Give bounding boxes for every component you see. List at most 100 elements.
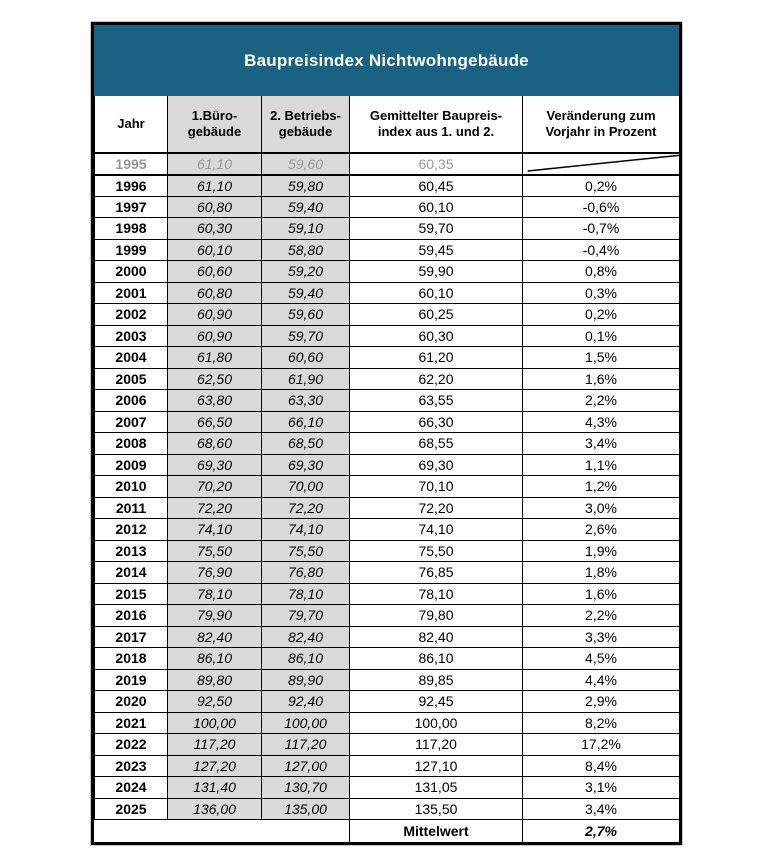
year-cell: 1995 <box>94 152 168 176</box>
column-header-gemittelter-index: Gemittelter Baupreis- index aus 1. und 2… <box>349 96 523 154</box>
betriebs-value-cell: 117,20 <box>261 733 350 756</box>
betriebs-value-cell: 59,60 <box>261 303 350 326</box>
table-row: 2000 60,60 59,20 59,90 0,8% <box>94 260 680 283</box>
index-value-cell: 60,10 <box>349 195 523 218</box>
index-value-cell: 135,50 <box>349 797 523 820</box>
footer-row: Mittelwert 2,7% <box>94 819 680 843</box>
change-value-cell: -0,4% <box>522 238 680 261</box>
change-value-cell <box>522 152 680 176</box>
buero-value-cell: 60,80 <box>167 281 262 304</box>
year-cell: 2022 <box>94 733 168 756</box>
buero-value-cell: 100,00 <box>167 711 262 734</box>
betriebs-value-cell: 61,90 <box>261 367 350 390</box>
buero-value-cell: 66,50 <box>167 410 262 433</box>
buero-value-cell: 75,50 <box>167 539 262 562</box>
year-cell: 1996 <box>94 174 168 197</box>
betriebs-value-cell: 130,70 <box>261 776 350 799</box>
year-cell: 2010 <box>94 475 168 498</box>
year-cell: 2002 <box>94 303 168 326</box>
year-cell: 2000 <box>94 260 168 283</box>
year-cell: 2014 <box>94 561 168 584</box>
buero-value-cell: 127,20 <box>167 754 262 777</box>
table-row: 2021 100,00 100,00 100,00 8,2% <box>94 711 680 734</box>
table-row: 2018 86,10 86,10 86,10 4,5% <box>94 647 680 670</box>
change-value-cell: 0,8% <box>522 260 680 283</box>
change-value-cell: 1,5% <box>522 346 680 369</box>
table-row: 2013 75,50 75,50 75,50 1,9% <box>94 539 680 562</box>
buero-value-cell: 61,10 <box>167 152 262 176</box>
change-value-cell: 2,9% <box>522 690 680 713</box>
table-row: 2009 69,30 69,30 69,30 1,1% <box>94 453 680 476</box>
table-row: 2020 92,50 92,40 92,45 2,9% <box>94 690 680 713</box>
buero-value-cell: 60,90 <box>167 324 262 347</box>
header-line: gebäude <box>187 124 242 139</box>
year-cell: 2023 <box>94 754 168 777</box>
index-value-cell: 78,10 <box>349 582 523 605</box>
table-row: 2023 127,20 127,00 127,10 8,4% <box>94 754 680 777</box>
index-value-cell: 72,20 <box>349 496 523 519</box>
year-cell: 2013 <box>94 539 168 562</box>
change-value-cell: 3,1% <box>522 776 680 799</box>
table-row: 1995 61,10 59,60 60,35 <box>94 152 680 176</box>
buero-value-cell: 136,00 <box>167 797 262 820</box>
year-cell: 2008 <box>94 432 168 455</box>
betriebs-value-cell: 78,10 <box>261 582 350 605</box>
mittelwert-label: Mittelwert <box>349 819 523 843</box>
index-value-cell: 63,55 <box>349 389 523 412</box>
year-cell: 2019 <box>94 668 168 691</box>
header-line: 1.Büro- <box>191 107 238 123</box>
year-cell: 2001 <box>94 281 168 304</box>
buero-value-cell: 60,80 <box>167 195 262 218</box>
index-value-cell: 74,10 <box>349 518 523 541</box>
baupreisindex-table: Baupreisindex Nichtwohngebäude Jahr 1.Bü… <box>91 22 682 845</box>
table-row: 2014 76,90 76,80 76,85 1,8% <box>94 561 680 584</box>
table-row: 1999 60,10 58,80 59,45 -0,4% <box>94 238 680 261</box>
column-header-buerogebaeude: 1.Büro- gebäude <box>167 96 262 154</box>
change-value-cell: 2,2% <box>522 604 680 627</box>
betriebs-value-cell: 59,20 <box>261 260 350 283</box>
table-row: 2012 74,10 74,10 74,10 2,6% <box>94 518 680 541</box>
table-row: 2019 89,80 89,90 89,85 4,4% <box>94 668 680 691</box>
betriebs-value-cell: 59,60 <box>261 152 350 176</box>
year-cell: 2025 <box>94 797 168 820</box>
change-value-cell: 2,2% <box>522 389 680 412</box>
change-value-cell: 0,3% <box>522 281 680 304</box>
change-value-cell: 0,2% <box>522 303 680 326</box>
betriebs-value-cell: 82,40 <box>261 625 350 648</box>
index-value-cell: 92,45 <box>349 690 523 713</box>
betriebs-value-cell: 63,30 <box>261 389 350 412</box>
year-cell: 2009 <box>94 453 168 476</box>
change-value-cell: -0,6% <box>522 195 680 218</box>
buero-value-cell: 60,60 <box>167 260 262 283</box>
index-value-cell: 100,00 <box>349 711 523 734</box>
index-value-cell: 60,30 <box>349 324 523 347</box>
table-row: 1998 60,30 59,10 59,70 -0,7% <box>94 217 680 240</box>
table-row: 2003 60,90 59,70 60,30 0,1% <box>94 324 680 347</box>
year-cell: 2015 <box>94 582 168 605</box>
change-value-cell: 4,5% <box>522 647 680 670</box>
table-row: 2004 61,80 60,60 61,20 1,5% <box>94 346 680 369</box>
year-cell: 2012 <box>94 518 168 541</box>
index-value-cell: 82,40 <box>349 625 523 648</box>
buero-value-cell: 76,90 <box>167 561 262 584</box>
change-value-cell: 17,2% <box>522 733 680 756</box>
table-row: 2001 60,80 59,40 60,10 0,3% <box>94 281 680 304</box>
buero-value-cell: 61,80 <box>167 346 262 369</box>
buero-value-cell: 92,50 <box>167 690 262 713</box>
year-cell: 2024 <box>94 776 168 799</box>
change-value-cell: 1,1% <box>522 453 680 476</box>
betriebs-value-cell: 86,10 <box>261 647 350 670</box>
change-value-cell: 1,6% <box>522 367 680 390</box>
index-value-cell: 76,85 <box>349 561 523 584</box>
betriebs-value-cell: 69,30 <box>261 453 350 476</box>
table-row: 2008 68,60 68,50 68,55 3,4% <box>94 432 680 455</box>
index-value-cell: 131,05 <box>349 776 523 799</box>
index-value-cell: 86,10 <box>349 647 523 670</box>
index-value-cell: 60,35 <box>349 152 523 176</box>
betriebs-value-cell: 59,80 <box>261 174 350 197</box>
buero-value-cell: 78,10 <box>167 582 262 605</box>
betriebs-value-cell: 72,20 <box>261 496 350 519</box>
table-row: 2010 70,20 70,00 70,10 1,2% <box>94 475 680 498</box>
index-value-cell: 60,45 <box>349 174 523 197</box>
year-cell: 2003 <box>94 324 168 347</box>
